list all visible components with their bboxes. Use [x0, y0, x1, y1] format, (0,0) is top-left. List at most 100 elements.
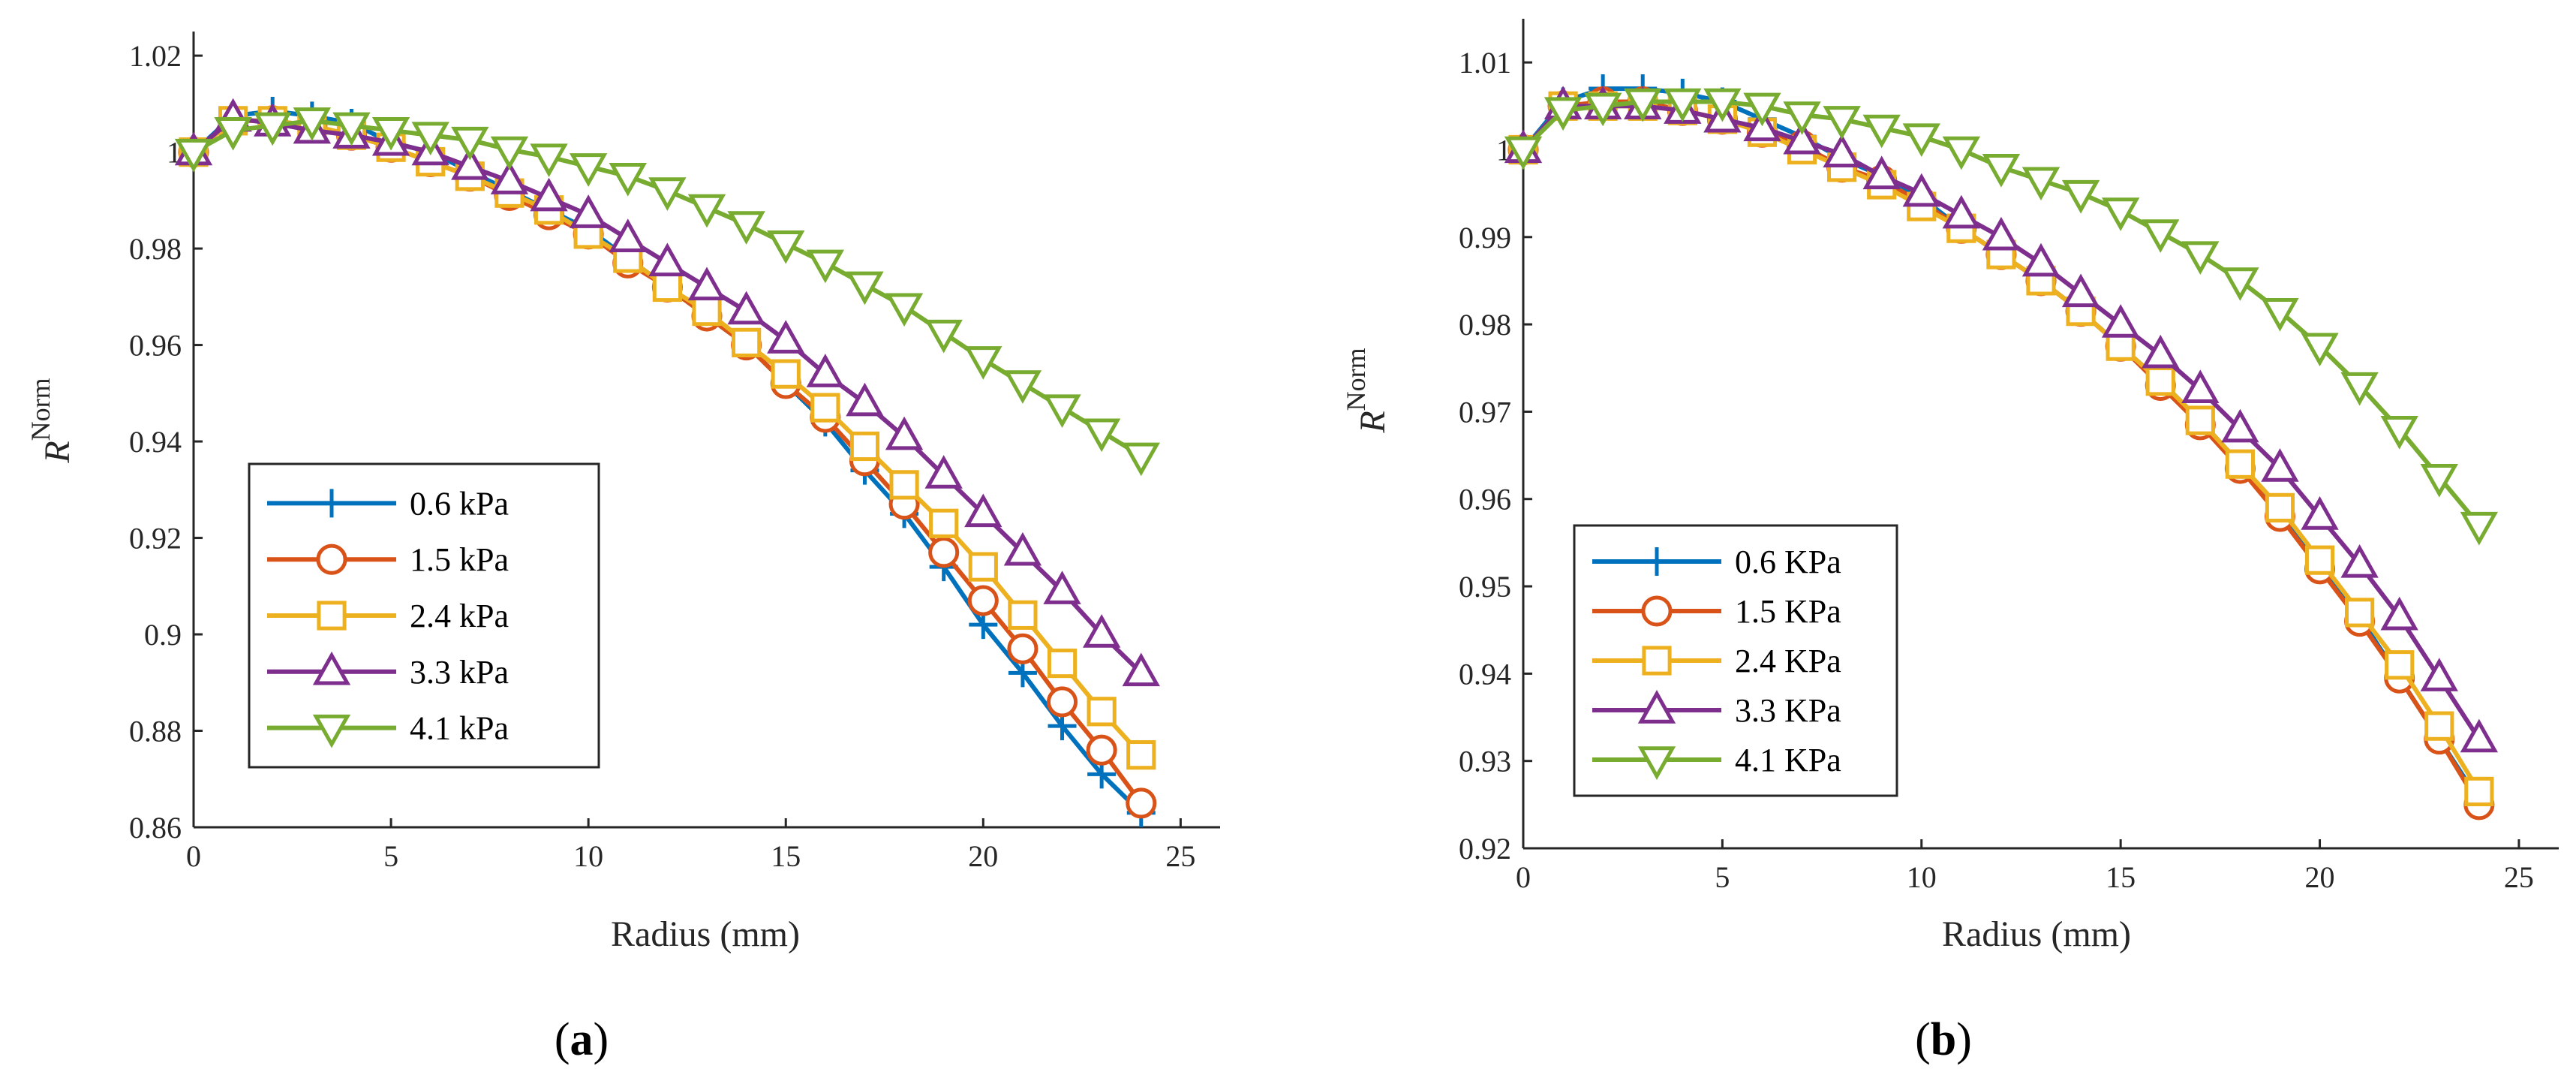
chart-b-data-point	[2061, 179, 2100, 214]
chart-a-data-point	[214, 116, 252, 151]
chart-a-y-tick-label: 0.94	[129, 425, 182, 459]
chart-b-data-point	[2145, 366, 2175, 396]
chart-a-data-point	[609, 218, 647, 252]
chart-a-data-point	[371, 116, 410, 151]
chart-a-y-axis-label-main: R	[38, 441, 77, 463]
chart-a-data-point	[732, 327, 762, 357]
chart-b-data-point	[1703, 88, 1742, 122]
chart-a-y-axis-label: RNorm	[26, 378, 77, 463]
chart-a-data-point	[687, 266, 726, 301]
chart-a-legend-swatch-marker	[317, 601, 347, 631]
chart-b-x-tick-label: 0	[1516, 860, 1531, 894]
chart-b-data-point	[2301, 496, 2339, 530]
chart-a-data-point	[771, 359, 801, 389]
chart-b-data-point	[1624, 88, 1662, 122]
chart-a-data-point	[885, 293, 924, 327]
chart-a-data-point	[687, 194, 726, 228]
chart-b-data-point	[2221, 408, 2259, 443]
chart-b-data-point	[2181, 369, 2220, 404]
chart-b-y-tick-label: 0.92	[1459, 832, 1511, 866]
chart-b-legend-item: 2.4 KPa	[1592, 643, 1841, 679]
chart-a-data-point	[924, 319, 963, 354]
chart-a-data-point	[810, 393, 840, 423]
chart-a-data-point	[1122, 442, 1160, 477]
chart-a-legend-item: 4.1 kPa	[267, 710, 509, 748]
chart-a-data-point	[1126, 787, 1157, 819]
chart-a-data-point	[767, 230, 805, 264]
chart-b-legend-label: 3.3 KPa	[1735, 692, 1841, 729]
chart-a-data-point	[968, 552, 998, 582]
chart-b-y-axis-label-main: R	[1353, 411, 1393, 433]
chart-b-data-point	[2424, 711, 2454, 741]
chart-a-data-point	[692, 297, 722, 327]
chart-a-x-tick-label: 15	[771, 839, 801, 873]
chart-b-data-point	[2021, 167, 2060, 201]
chart-b-data-point	[2460, 718, 2499, 753]
chart-b-y-tick-label: 0.99	[1459, 221, 1511, 254]
chart-a-data-point	[806, 354, 845, 387]
chart-b-data-point	[2061, 273, 2100, 308]
chart-b-data-point	[2460, 511, 2499, 546]
chart-b-data-point	[2261, 448, 2299, 482]
chart-a-legend-swatch-marker	[312, 714, 351, 748]
chart-a-legend-item: 1.5 kPa	[267, 541, 509, 578]
chart-a-panel-label: (a)	[555, 1014, 609, 1065]
chart-b-legend-label: 2.4 KPa	[1735, 643, 1841, 679]
chart-b-data-point	[1982, 154, 2021, 188]
chart-b-data-point	[1902, 123, 1940, 157]
chart-b-legend-item: 4.1 KPa	[1592, 742, 1841, 780]
chart-a-data-point	[1043, 394, 1081, 429]
chart-b-data-point	[2021, 242, 2060, 277]
chart-b-data-point	[2385, 650, 2415, 680]
chart-b-data-point	[1942, 136, 1981, 170]
chart-a-data-point	[1082, 614, 1121, 648]
chart-a-data-point	[1043, 571, 1081, 604]
chart-b-data-point	[2304, 545, 2335, 575]
chart-a-data-point	[648, 177, 687, 211]
chart-b-data-point	[2464, 776, 2494, 806]
chart-a-data-point	[569, 153, 608, 187]
chart-a: 0 5 10 15 20 25 0.860.880.90.920.940.960.9811…	[26, 32, 1220, 1065]
chart-a-y-tick-label: 0.96	[129, 329, 182, 363]
chart-a-data-point	[411, 122, 449, 156]
chart-a-legend-swatch-marker	[316, 544, 347, 575]
chart-b-legend-label: 0.6 KPa	[1735, 544, 1841, 580]
chart-a-data-point	[652, 272, 682, 303]
chart-a-x-tick-label: 20	[968, 839, 998, 873]
chart-b-data-point	[2101, 304, 2140, 338]
chart-a-data-point	[928, 537, 960, 568]
chart-a-data-point	[1003, 531, 1042, 566]
chart-a-legend-swatch-marker	[312, 651, 351, 685]
chart-b-data-point	[2142, 219, 2180, 253]
chart-b-data-point	[2181, 241, 2220, 275]
chart-b-series-5	[1504, 88, 2499, 546]
chart-b: 0 5 10 15 20 25 0.92 0.93 0.94 0.95 0.96 0.97 0.98 0…	[1341, 19, 2559, 1065]
chart-b-y-tick-label: 0.93	[1459, 745, 1511, 778]
chart-b-legend-swatch-marker	[1637, 746, 1676, 780]
chart-a-data-point	[490, 136, 529, 170]
chart-b-data-point	[2221, 267, 2259, 301]
chart-a-x-axis-label: Radius (mm)	[611, 914, 800, 954]
chart-b-data-point	[2420, 463, 2458, 498]
chart-b-y-tick-label: 0.96	[1459, 483, 1511, 516]
chart-b-data-point	[2261, 297, 2299, 332]
chart-b-x-tick-label: 25	[2504, 860, 2534, 894]
chart-b-data-point	[2420, 658, 2458, 691]
chart-b-x-tick-label: 5	[1715, 860, 1730, 894]
chart-b-data-point	[2380, 596, 2418, 631]
chart-b-data-point	[1664, 88, 1702, 122]
chart-b-series	[1504, 74, 2499, 821]
chart-b-legend: 0.6 KPa 1.5 KPa 2.4 KPa 3.3 KPa 4.1 KPa	[1573, 524, 1898, 797]
chart-a-data-point	[1082, 418, 1121, 453]
chart-a-data-point	[1087, 697, 1117, 727]
chart-a-data-point	[609, 163, 647, 197]
chart-a-data-point	[451, 146, 489, 180]
chart-b-data-point	[1862, 155, 1901, 190]
chart-a-data-point	[929, 508, 959, 538]
chart-b-data-point	[2340, 372, 2379, 406]
chart-a-data-point	[174, 138, 213, 173]
chart-a-data-point	[530, 143, 568, 177]
chart-b-data-point	[2301, 333, 2339, 367]
